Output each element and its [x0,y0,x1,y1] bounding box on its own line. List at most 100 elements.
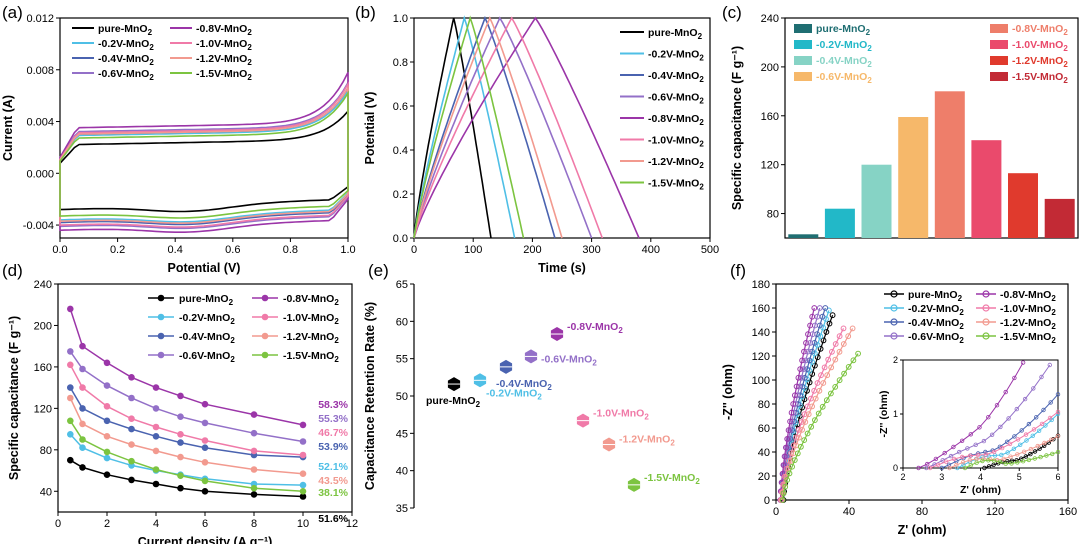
nyquist-point [836,377,843,384]
y-tick-label: 50 [396,391,408,403]
rate-point [79,365,86,373]
nyquist-point [809,313,816,320]
inset-point [1024,438,1029,443]
rate-point [250,484,258,492]
inset-point [1047,415,1053,421]
retention-label: 51.6% [318,513,348,525]
nyquist-point [804,430,811,437]
rate-point [299,438,307,445]
rate-point [103,382,111,389]
legend-entry: -0.4V-MnO2 [179,331,235,345]
legend-f: pure-MnO2-0.2V-MnO2-0.4V-MnO2-0.6V-MnO2 -… [884,289,1056,345]
nyquist-point [832,341,839,347]
rate-point [152,466,160,473]
legend-swatch [794,72,812,81]
inset-point [1014,406,1019,412]
inset-point [1055,434,1061,439]
legend-entry: -0.2V-MnO2 [98,38,154,52]
inset-point [967,458,972,463]
y-tick-label: 0.0 [393,233,408,245]
inset-point [1001,456,1006,462]
legend-entry: pure-MnO2 [816,23,871,37]
nyquist-point [779,497,786,503]
rate-point [103,448,111,456]
gcd-curve [413,15,563,239]
legend-entry: -1.5V-MnO2 [196,68,252,82]
legend-entry: -1.5V-MnO2 [283,350,339,364]
inset-x-label: Z' (ohm) [960,484,1001,496]
inset-point [962,465,968,471]
nyquist-point [850,357,857,364]
legend-marker [261,313,269,321]
nyquist-point [841,370,847,377]
x-tick-label: 0.8 [283,244,298,256]
inset-point [981,438,987,444]
legend-entry: -0.4V-MnO2 [908,317,964,331]
rate-point [79,420,86,428]
legend-entry: -0.6V-MnO2 [816,71,872,85]
y-tick-label: 1.0 [393,13,408,25]
legend-entry: -1.0V-MnO2 [648,135,704,149]
inset-point [974,460,979,465]
nyquist-point [781,453,788,460]
nyquist-point [804,366,810,373]
inset-point [951,444,956,450]
inset-point [1028,451,1033,457]
legend-marker [157,351,165,359]
inset-point [982,465,987,471]
nyquist-point [849,325,856,332]
inset-point [997,459,1003,465]
y-tick-label: 65 [396,279,408,291]
inset-point [999,445,1005,451]
inset-point [1015,437,1021,442]
legend-entry: -1.0V-MnO2 [1012,39,1068,53]
nyquist-point [820,337,827,344]
nyquist-point [799,426,805,433]
y-axis-label: Specific capacitance (F g⁻¹) [7,316,21,480]
nyquist-point [780,490,787,497]
gcd-curve [413,16,604,239]
nyquist-point [814,354,821,361]
legend-marker [982,304,990,312]
panel-c: 80 120 160 200 240 Specific capacitance (F g⁻… [730,13,1079,239]
rate-point [152,480,160,488]
inset-point [1020,459,1026,464]
nyquist-point [802,357,809,364]
retention-label: 46.7% [318,427,348,439]
inset-point [1003,389,1008,395]
inset-point [1007,441,1013,447]
inset-point [991,458,997,463]
legend-entry: -1.2V-MnO2 [196,53,252,67]
y-tick-label: 120 [752,351,770,363]
x-tick-label: 100 [464,244,482,256]
inset-point [951,456,957,462]
nyquist-point [798,443,804,450]
inset-point [1004,439,1010,444]
point-label: -0.8V-MnO2 [567,321,623,335]
y-tick-label: 120 [761,160,779,172]
gcd-curve [413,17,492,239]
rate-point [79,384,86,391]
legend-swatch [990,24,1008,33]
inset-point [1015,452,1020,457]
point-label: -1.0V-MnO2 [593,408,649,422]
panel-label-f: (f) [730,261,746,280]
nyquist-point [828,364,835,371]
rate-point [79,436,86,443]
inset-line [929,411,1059,469]
legend-entry: -1.5V-MnO2 [1012,71,1068,85]
inset-point [942,450,947,456]
inset-point [991,449,997,455]
rate-point [250,447,258,455]
nyquist-point [811,305,818,311]
rate-point [177,439,184,446]
bar [824,208,855,238]
rate-point [177,484,184,492]
nyquist-point [822,305,829,311]
nyquist-point [801,348,807,355]
nyquist-point [791,457,798,464]
rate-point [103,403,111,410]
y-tick-label: 35 [396,503,408,515]
inset-point [983,452,989,457]
